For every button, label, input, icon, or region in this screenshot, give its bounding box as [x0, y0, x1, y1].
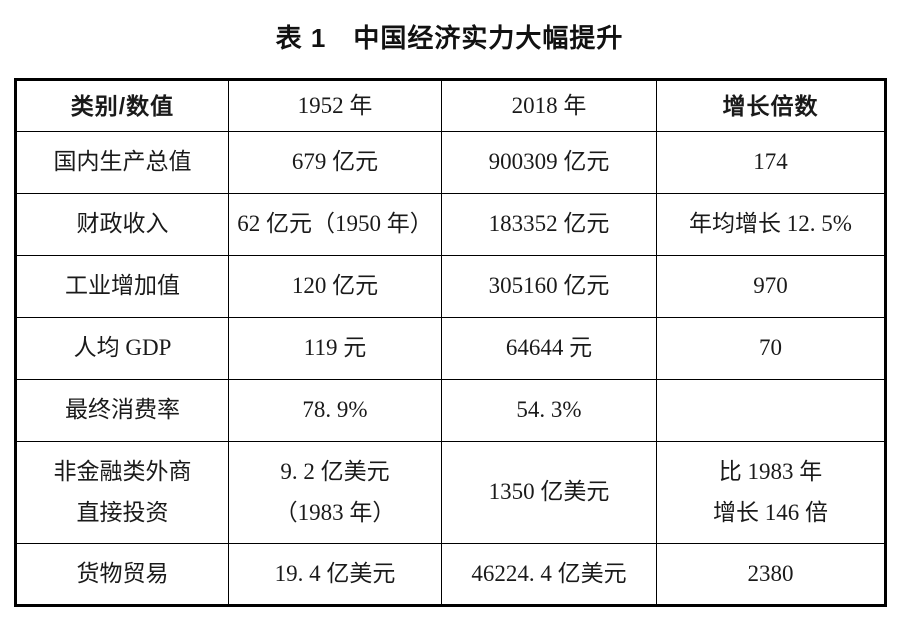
- cell-category: 国内生产总值: [15, 131, 229, 194]
- cell-category: 工业增加值: [15, 255, 229, 318]
- cell-2018: 64644 元: [441, 317, 657, 380]
- cell-category: 非金融类外商 直接投资: [15, 441, 229, 544]
- header-year-1952: 1952 年: [228, 79, 442, 132]
- cell-2018: 46224. 4 亿美元: [441, 543, 657, 606]
- cell-1952: 62 亿元（1950 年）: [228, 193, 442, 256]
- cell-1952: 9. 2 亿美元 （1983 年）: [228, 441, 442, 544]
- cell-1952: 120 亿元: [228, 255, 442, 318]
- header-growth: 增长倍数: [656, 79, 886, 132]
- table-row-fiscal-revenue: 财政收入 62 亿元（1950 年） 183352 亿元 年均增长 12. 5%: [15, 193, 886, 256]
- cell-category: 最终消费率: [15, 379, 229, 442]
- header-row: 类别/数值 1952 年 2018 年 增长倍数: [15, 79, 886, 132]
- cell-growth: 174: [656, 131, 886, 194]
- cell-2018: 1350 亿美元: [441, 441, 657, 544]
- table-row-goods-trade: 货物贸易 19. 4 亿美元 46224. 4 亿美元 2380: [15, 543, 886, 606]
- economy-table: 类别/数值 1952 年 2018 年 增长倍数 国内生产总值 679 亿元 9…: [14, 78, 887, 607]
- cell-1952: 78. 9%: [228, 379, 442, 442]
- header-category: 类别/数值: [15, 79, 229, 132]
- cell-growth: 70: [656, 317, 886, 380]
- cell-1952: 679 亿元: [228, 131, 442, 194]
- cell-category: 财政收入: [15, 193, 229, 256]
- cell-2018: 54. 3%: [441, 379, 657, 442]
- table-row-industrial-value: 工业增加值 120 亿元 305160 亿元 970: [15, 255, 886, 318]
- cell-2018: 900309 亿元: [441, 131, 657, 194]
- table-row-fdi: 非金融类外商 直接投资 9. 2 亿美元 （1983 年） 1350 亿美元 比…: [15, 441, 886, 544]
- cell-category: 人均 GDP: [15, 317, 229, 380]
- cell-1952: 19. 4 亿美元: [228, 543, 442, 606]
- cell-2018: 305160 亿元: [441, 255, 657, 318]
- header-year-2018: 2018 年: [441, 79, 657, 132]
- table-row-gdp: 国内生产总值 679 亿元 900309 亿元 174: [15, 131, 886, 194]
- table-row-gdp-per-capita: 人均 GDP 119 元 64644 元 70: [15, 317, 886, 380]
- cell-growth: 年均增长 12. 5%: [656, 193, 886, 256]
- cell-category: 货物贸易: [15, 543, 229, 606]
- cell-2018: 183352 亿元: [441, 193, 657, 256]
- cell-growth: 970: [656, 255, 886, 318]
- table-row-consumption-rate: 最终消费率 78. 9% 54. 3%: [15, 379, 886, 442]
- cell-1952: 119 元: [228, 317, 442, 380]
- cell-growth: 比 1983 年 增长 146 倍: [656, 441, 886, 544]
- cell-growth: 2380: [656, 543, 886, 606]
- table-title: 表 1 中国经济实力大幅提升: [275, 23, 624, 53]
- cell-growth: [656, 379, 886, 442]
